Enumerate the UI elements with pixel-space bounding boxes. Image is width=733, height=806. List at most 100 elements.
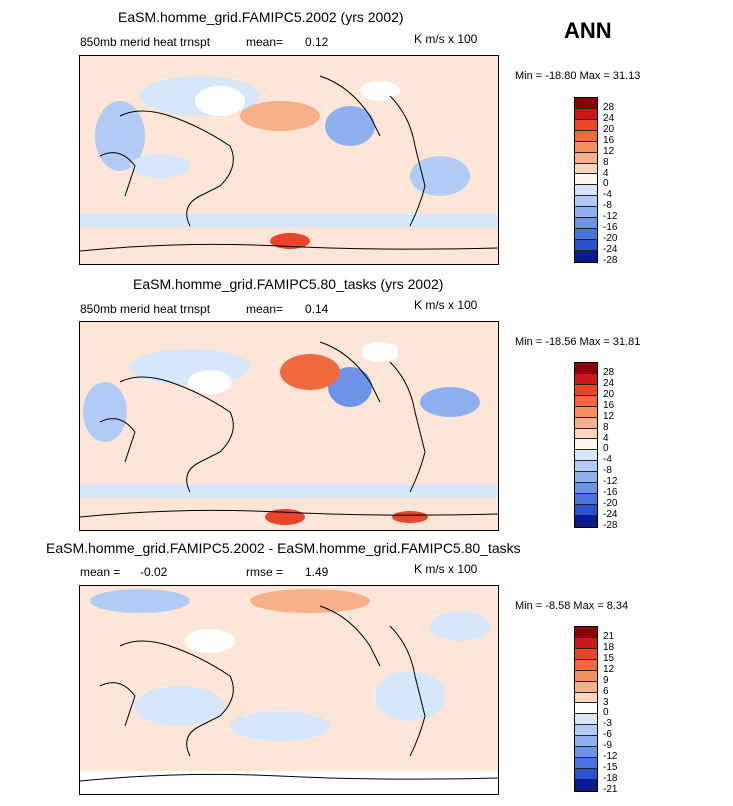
panel3-rmse-label: rmse = <box>246 565 284 579</box>
colorbar-segment <box>575 163 597 175</box>
panel2-variable: 850mb merid heat trnspt <box>80 302 211 316</box>
panel3-mean-label: mean = <box>80 565 121 579</box>
colorbar-tick-label: 20 <box>603 123 615 135</box>
colorbar-tick-label: -12 <box>603 211 618 223</box>
colorbar-tick-label: 0 <box>603 707 609 719</box>
panel3-mean-value: -0.02 <box>140 565 168 579</box>
panel3-colorbar <box>574 626 598 792</box>
colorbar-segment <box>575 152 597 164</box>
colorbar-segment <box>575 747 597 759</box>
panel1-colorbar <box>574 97 598 263</box>
colorbar-tick-label: -12 <box>603 476 618 488</box>
colorbar-tick-label: 15 <box>603 652 615 664</box>
colorbar-segment <box>575 185 597 197</box>
colorbar-tick-label: -16 <box>603 222 618 234</box>
colorbar-tick-label: 12 <box>603 410 615 422</box>
panel2-units: K m/s x 100 <box>414 298 478 312</box>
panel1-map-field <box>80 56 498 264</box>
colorbar-tick-label: -4 <box>603 189 612 201</box>
colorbar-segment <box>575 472 597 484</box>
panel3-max-label: Max = <box>573 600 604 612</box>
panel2-colorbar <box>574 362 598 528</box>
colorbar-segment <box>575 637 597 649</box>
colorbar-segment <box>575 196 597 208</box>
colorbar-tick-label: 21 <box>603 630 615 642</box>
season-label: ANN <box>564 18 612 43</box>
panel1-mean-label: mean= <box>246 35 284 49</box>
colorbar-tick-label: 28 <box>603 101 615 113</box>
colorbar-tick-label: 9 <box>603 674 609 686</box>
panel1-mean-value: 0.12 <box>305 35 329 49</box>
colorbar-tick-label: -20 <box>603 498 618 510</box>
colorbar-tick-label: 28 <box>603 366 615 378</box>
colorbar-segment <box>575 363 597 374</box>
panel1-min-value: -18.80 <box>545 70 577 82</box>
colorbar-tick-label: 16 <box>603 399 615 411</box>
panel2-min-label: Min = <box>515 336 543 348</box>
colorbar-tick-label: 0 <box>603 443 609 455</box>
colorbar-tick-label: 8 <box>603 421 609 433</box>
colorbar-segment <box>575 725 597 737</box>
colorbar-segment <box>575 779 597 791</box>
colorbar-segment <box>575 239 597 251</box>
colorbar-tick-label: -9 <box>603 740 612 752</box>
colorbar-segment <box>575 515 597 527</box>
colorbar-segment <box>575 417 597 429</box>
panel1-variable: 850mb merid heat trnspt <box>80 35 211 49</box>
panel1-max-label: Max = <box>579 70 610 82</box>
panel3-map-field <box>80 586 498 794</box>
colorbar-segment <box>575 692 597 704</box>
colorbar-segment <box>575 119 597 131</box>
panel2-max-value: 31.81 <box>612 336 641 348</box>
colorbar-segment <box>575 428 597 440</box>
colorbar-segment <box>575 504 597 516</box>
colorbar-tick-label: 16 <box>603 134 615 146</box>
colorbar-tick-label: -15 <box>603 762 618 774</box>
colorbar-tick-label: 4 <box>603 432 609 444</box>
colorbar-tick-label: -3 <box>603 718 612 730</box>
colorbar-segment <box>575 218 597 230</box>
panel2-title: EaSM.homme_grid.FAMIPC5.80_tasks (yrs 20… <box>133 276 444 292</box>
colorbar-segment <box>575 450 597 462</box>
panel1-max-value: 31.13 <box>612 70 641 82</box>
panel2-max-label: Max = <box>579 336 610 348</box>
colorbar-tick-label: 18 <box>603 641 615 653</box>
colorbar-segment <box>575 768 597 780</box>
colorbar-tick-label: -12 <box>603 751 618 763</box>
colorbar-tick-label: -8 <box>603 465 612 477</box>
colorbar-tick-label: -21 <box>603 784 618 795</box>
panel2-map <box>79 321 499 531</box>
panel1-title: EaSM.homme_grid.FAMIPC5.2002 (yrs 2002) <box>118 9 404 25</box>
colorbar-tick-label: 8 <box>603 156 609 168</box>
panel1-units: K m/s x 100 <box>414 32 478 46</box>
panel3-max-value: 8.34 <box>606 600 629 612</box>
panel1-map <box>79 55 499 265</box>
colorbar-tick-label: 20 <box>603 388 615 400</box>
colorbar-tick-label: -6 <box>603 729 612 741</box>
colorbar-tick-label: -4 <box>603 454 612 466</box>
colorbar-tick-label: -16 <box>603 487 618 499</box>
colorbar-segment <box>575 108 597 120</box>
colorbar-tick-label: -28 <box>603 255 618 266</box>
panel3-title: EaSM.homme_grid.FAMIPC5.2002 - EaSM.homm… <box>46 540 521 556</box>
colorbar-segment <box>575 229 597 240</box>
colorbar-tick-label: -24 <box>603 244 618 256</box>
colorbar-segment <box>575 703 597 715</box>
panel1-min-label: Min = <box>515 70 543 82</box>
colorbar-segment <box>575 98 597 109</box>
colorbar-tick-label: 0 <box>603 178 609 190</box>
colorbar-tick-label: 12 <box>603 145 615 157</box>
colorbar-segment <box>575 461 597 473</box>
colorbar-tick-label: 6 <box>603 685 609 697</box>
panel2-mean-value: 0.14 <box>305 302 329 316</box>
colorbar-segment <box>575 141 597 153</box>
colorbar-segment <box>575 406 597 418</box>
panel3-units: K m/s x 100 <box>414 562 478 576</box>
colorbar-tick-label: 3 <box>603 696 609 708</box>
colorbar-segment <box>575 681 597 693</box>
panel3-rmse-value: 1.49 <box>305 565 329 579</box>
colorbar-tick-label: 4 <box>603 167 609 179</box>
panel2-min-value: -18.56 <box>545 336 577 348</box>
colorbar-tick-label: 12 <box>603 663 615 675</box>
colorbar-tick-label: -24 <box>603 509 618 521</box>
